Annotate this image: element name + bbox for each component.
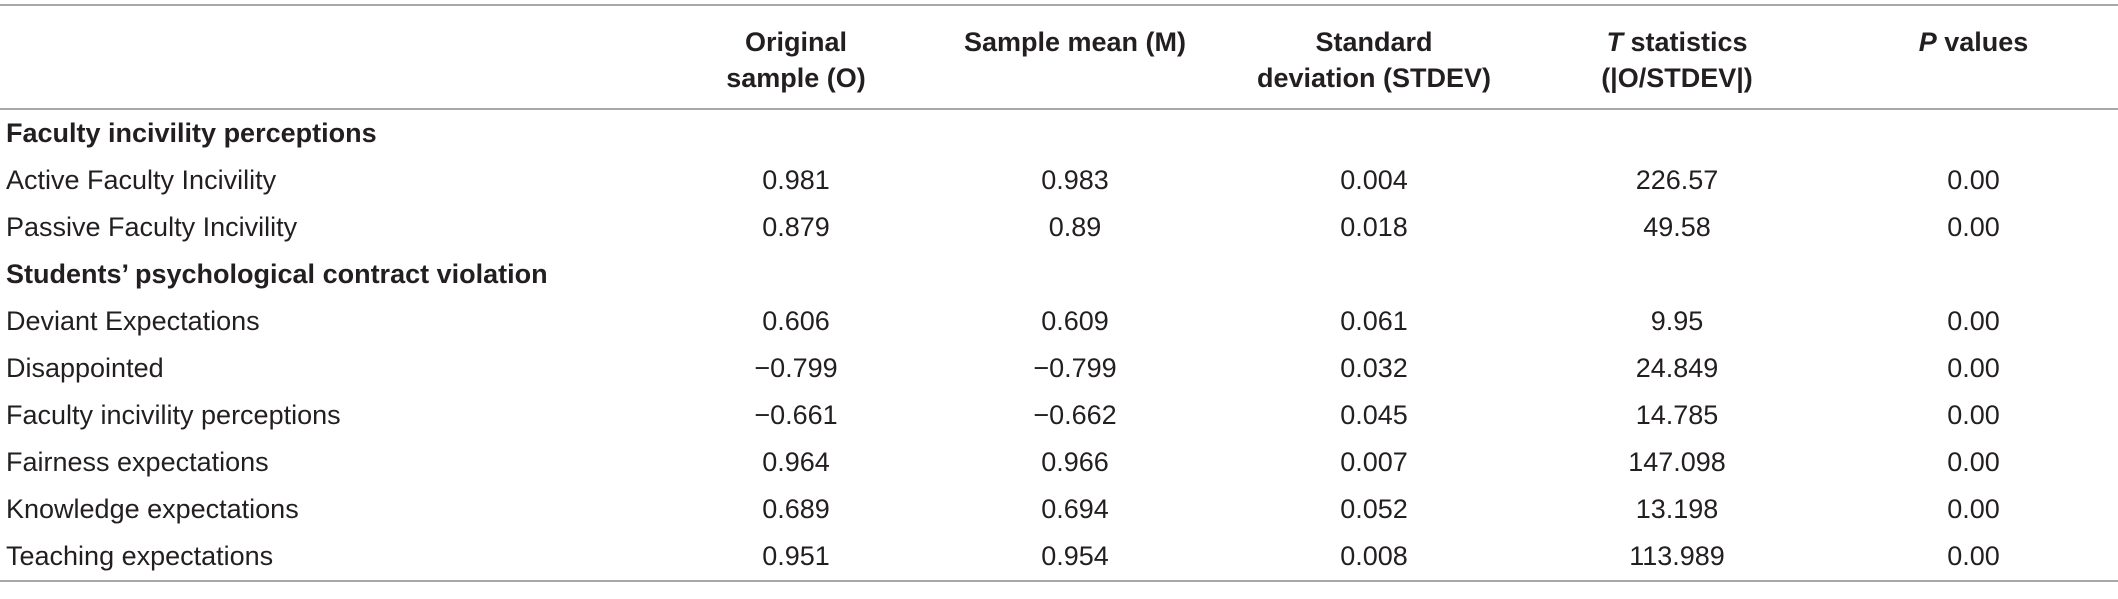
row-label: Knowledge expectations (6, 494, 299, 524)
table-row: Disappointed −0.799 −0.799 0.032 24.849 0.00 (0, 345, 2118, 392)
header-standard-deviation-line2: deviation (STDEV) (1256, 63, 1492, 93)
section-header-row: Faculty incivility perceptions (0, 109, 2118, 157)
header-sample-mean: Sample mean (M) (927, 4, 1223, 110)
p-value-cell: 0.00 (1829, 533, 2118, 582)
p-value-cell: 0.00 (1947, 165, 2000, 195)
sample-mean-cell: 0.966 (1041, 447, 1109, 477)
table-row: Active Faculty Incivility 0.981 0.983 0.004… (0, 157, 2118, 204)
table-row: Knowledge expectations 0.689 0.694 0.052 13.… (0, 486, 2118, 533)
header-p-values-line1: values (1936, 27, 2029, 57)
stdev-cell: 0.052 (1340, 494, 1408, 524)
header-standard-deviation-line1: Standard (1315, 27, 1433, 57)
table-row: Faculty incivility perceptions −0.661 −0.6… (0, 392, 2118, 439)
row-label: Passive Faculty Incivility (6, 212, 298, 242)
section-title: Students’ psychological contract violati… (6, 259, 548, 289)
header-p-values: P values (1829, 4, 2118, 110)
header-original-sample: Original sample (O) (665, 4, 927, 110)
row-label: Faculty incivility perceptions (6, 400, 341, 430)
row-label: Active Faculty Incivility (6, 165, 277, 195)
header-sample-mean-line1: Sample mean (M) (963, 27, 1187, 57)
table-header: Original sample (O) Sample mean (M) Stan… (0, 4, 2118, 110)
section-title: Faculty incivility perceptions (6, 118, 377, 148)
t-statistic-cell: 13.198 (1635, 494, 1719, 524)
header-t-statistics-line2: (|O/STDEV|) (1601, 63, 1753, 93)
stdev-cell: 0.045 (1340, 400, 1408, 430)
header-t-statistics: T statistics (|O/STDEV|) (1525, 4, 1829, 110)
t-statistic-cell: 9.95 (1650, 306, 1704, 336)
row-label: Fairness expectations (6, 447, 269, 477)
p-value-cell: 0.00 (1947, 306, 2000, 336)
p-value-cell: 0.00 (1947, 212, 2000, 242)
original-sample-cell: 0.981 (762, 165, 830, 195)
header-empty-cell (0, 4, 665, 110)
header-p-values-italic: P (1918, 27, 1937, 57)
row-label: Deviant Expectations (6, 306, 260, 336)
sample-mean-cell: 0.609 (1041, 306, 1109, 336)
header-row: Original sample (O) Sample mean (M) Stan… (0, 4, 2118, 110)
table-row: Teaching expectations 0.951 0.954 0.008 113.… (0, 533, 2118, 582)
sample-mean-cell: 0.954 (927, 533, 1223, 582)
t-statistic-cell: 49.58 (1643, 212, 1711, 242)
p-value-cell: 0.00 (1947, 494, 2000, 524)
p-value-cell: 0.00 (1947, 400, 2000, 430)
stdev-cell: 0.008 (1223, 533, 1525, 582)
sample-mean-cell: 0.983 (1041, 165, 1109, 195)
row-label: Teaching expectations (0, 533, 665, 582)
original-sample-cell: 0.964 (762, 447, 830, 477)
row-label: Disappointed (6, 353, 164, 383)
stdev-cell: 0.032 (1340, 353, 1408, 383)
sample-mean-cell: 0.694 (1041, 494, 1109, 524)
header-original-sample-line1: Original (744, 27, 847, 57)
p-value-cell: 0.00 (1947, 353, 2000, 383)
t-statistic-cell: 147.098 (1628, 447, 1726, 477)
original-sample-cell: 0.606 (762, 306, 830, 336)
t-statistic-cell: 24.849 (1635, 353, 1719, 383)
header-t-statistics-line1: statistics (1622, 27, 1748, 57)
table-body: Faculty incivility perceptions Active Fac… (0, 109, 2118, 582)
stdev-cell: 0.061 (1340, 306, 1408, 336)
t-statistic-cell: 113.989 (1525, 533, 1829, 582)
t-statistic-cell: 226.57 (1635, 165, 1719, 195)
stdev-cell: 0.004 (1340, 165, 1408, 195)
original-sample-cell: −0.799 (754, 353, 838, 383)
table-row: Passive Faculty Incivility 0.879 0.89 0.018… (0, 204, 2118, 251)
original-sample-cell: −0.661 (754, 400, 838, 430)
sample-mean-cell: −0.799 (1033, 353, 1117, 383)
header-t-statistics-italic: T (1606, 27, 1623, 57)
table-row: Fairness expectations 0.964 0.966 0.007 147.… (0, 439, 2118, 486)
stdev-cell: 0.018 (1340, 212, 1408, 242)
section-header-row: Students’ psychological contract violati… (0, 251, 2118, 298)
stdev-cell: 0.007 (1340, 447, 1408, 477)
table-row: Deviant Expectations 0.606 0.609 0.061 9.95 0… (0, 298, 2118, 345)
sample-mean-cell: 0.89 (1048, 212, 1102, 242)
header-original-sample-line2: sample (O) (726, 63, 866, 93)
results-table: Original sample (O) Sample mean (M) Stan… (0, 4, 2118, 582)
header-standard-deviation: Standard deviation (STDEV) (1223, 4, 1525, 110)
original-sample-cell: 0.951 (665, 533, 927, 582)
original-sample-cell: 0.689 (762, 494, 830, 524)
sample-mean-cell: −0.662 (1033, 400, 1117, 430)
p-value-cell: 0.00 (1947, 447, 2000, 477)
t-statistic-cell: 14.785 (1635, 400, 1719, 430)
original-sample-cell: 0.879 (762, 212, 830, 242)
